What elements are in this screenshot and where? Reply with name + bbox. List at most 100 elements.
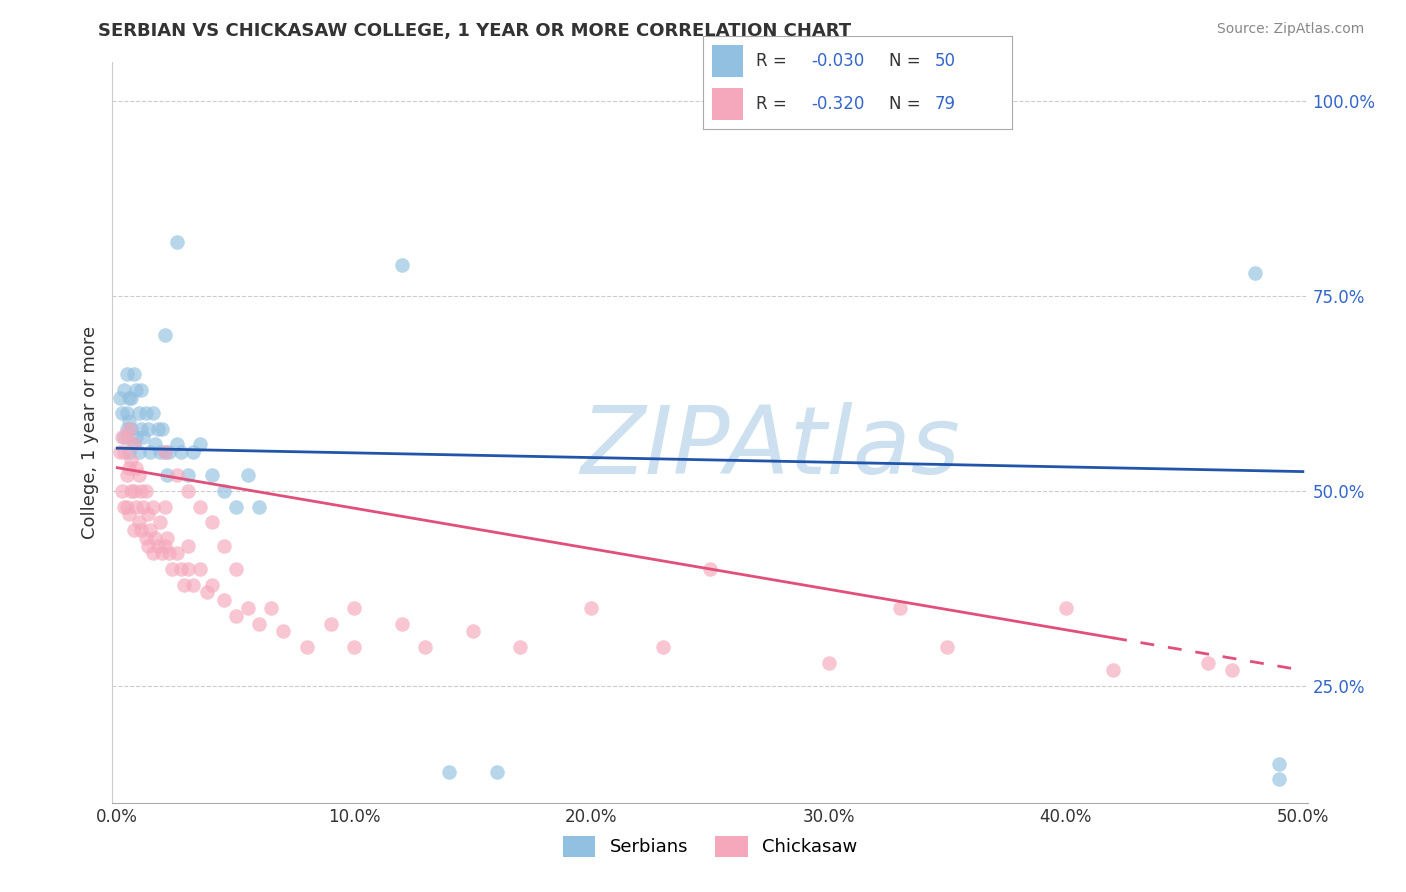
Point [149, 515, 172, 529]
Point [651, 640, 673, 654]
Point [128, 445, 150, 459]
Point [461, 624, 484, 639]
Bar [713, 45, 744, 77]
Point [142, 406, 165, 420]
Point [135, 531, 157, 545]
Point [115, 500, 138, 514]
Point [160, 562, 183, 576]
Point [115, 468, 138, 483]
Point [485, 764, 508, 779]
Text: 50: 50 [935, 52, 956, 70]
Point [111, 406, 134, 420]
Point [150, 422, 173, 436]
Point [391, 616, 413, 631]
Point [108, 445, 131, 459]
Point [118, 445, 141, 459]
Point [1268, 756, 1291, 771]
Point [129, 422, 152, 436]
Point [212, 484, 235, 499]
Point [236, 468, 259, 483]
Point [170, 562, 193, 576]
Text: -0.320: -0.320 [811, 95, 865, 113]
Point [391, 258, 413, 272]
Point [188, 437, 211, 451]
Text: N =: N = [889, 95, 925, 113]
Text: R =: R = [755, 95, 792, 113]
Point [236, 601, 259, 615]
Point [125, 383, 148, 397]
Point [889, 601, 911, 615]
Point [129, 523, 152, 537]
Point [153, 500, 176, 514]
Point [157, 546, 180, 560]
Point [225, 562, 247, 576]
Point [120, 453, 142, 467]
Point [149, 445, 172, 459]
Point [108, 391, 131, 405]
Point [181, 445, 204, 459]
Point [146, 422, 169, 436]
Point [111, 429, 134, 443]
Text: 79: 79 [935, 95, 956, 113]
Point [225, 500, 247, 514]
Point [170, 445, 193, 459]
Point [129, 484, 152, 499]
Point [120, 422, 142, 436]
Point [122, 437, 145, 451]
Point [156, 468, 179, 483]
Text: -0.030: -0.030 [811, 52, 865, 70]
Point [249, 500, 271, 514]
Point [343, 601, 366, 615]
Point [166, 546, 188, 560]
Point [936, 640, 959, 654]
Point [271, 624, 294, 639]
Point [136, 539, 159, 553]
Point [135, 484, 157, 499]
Point [139, 523, 162, 537]
Point [177, 562, 200, 576]
Point [150, 546, 173, 560]
Point [509, 640, 531, 654]
Point [1220, 663, 1243, 677]
Point [143, 531, 166, 545]
Point [129, 383, 152, 397]
Point [188, 562, 211, 576]
Point [1197, 656, 1219, 670]
Point [118, 460, 141, 475]
Point [195, 585, 218, 599]
Point [1102, 663, 1125, 677]
Point [112, 445, 135, 459]
Point [136, 508, 159, 522]
Point [142, 546, 165, 560]
Point [1054, 601, 1077, 615]
Text: N =: N = [889, 52, 925, 70]
Point [122, 484, 145, 499]
Point [153, 445, 176, 459]
Point [181, 577, 204, 591]
Point [581, 601, 603, 615]
Bar [713, 88, 744, 120]
Point [166, 235, 188, 249]
Point [166, 468, 188, 483]
Text: SERBIAN VS CHICKASAW COLLEGE, 1 YEAR OR MORE CORRELATION CHART: SERBIAN VS CHICKASAW COLLEGE, 1 YEAR OR … [98, 22, 852, 40]
Point [157, 445, 180, 459]
Point [118, 414, 141, 428]
Point [212, 593, 235, 607]
Point [139, 445, 162, 459]
Point [128, 406, 150, 420]
Point [699, 562, 721, 576]
Point [118, 391, 141, 405]
Point [143, 437, 166, 451]
Point [136, 422, 159, 436]
Point [173, 577, 195, 591]
Point [260, 601, 283, 615]
Point [1268, 772, 1291, 787]
Point [112, 429, 135, 443]
Point [128, 515, 150, 529]
Point [212, 539, 235, 553]
Point [118, 422, 141, 436]
Point [153, 328, 176, 343]
Point [156, 531, 179, 545]
Point [132, 429, 155, 443]
Point [225, 608, 247, 623]
